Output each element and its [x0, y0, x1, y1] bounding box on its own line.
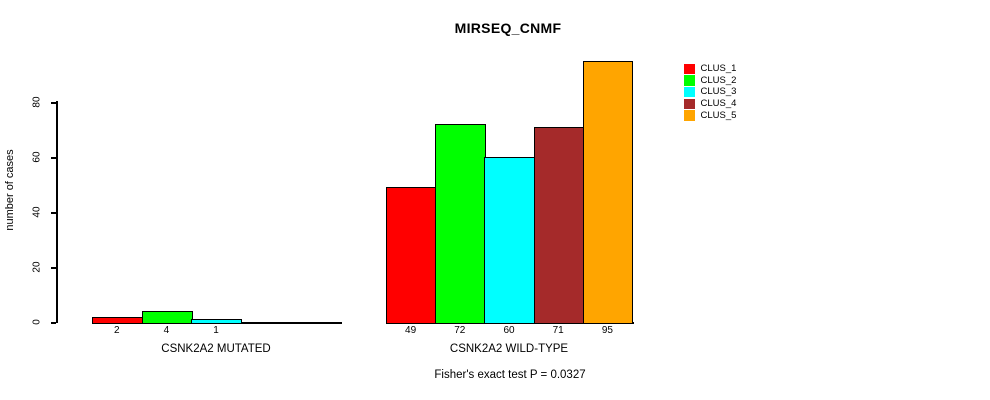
legend-row: CLUS_2 [684, 75, 736, 87]
fisher-test-annotation: Fisher's exact test P = 0.0327 [434, 369, 586, 381]
legend-label: CLUS_5 [700, 109, 737, 121]
bar-value-label: 49 [405, 325, 417, 336]
y-tick-label: 60 [31, 151, 43, 163]
y-tick [51, 267, 56, 269]
bar-value-label: 60 [503, 325, 515, 336]
legend-row: CLUS_4 [684, 98, 736, 110]
legend-row: CLUS_1 [684, 63, 736, 75]
y-tick [51, 102, 56, 104]
y-tick-label: 20 [31, 261, 43, 273]
y-tick-label: 80 [31, 96, 43, 108]
group-label-mutated: CSNK2A2 MUTATED [161, 343, 271, 355]
legend-swatch [684, 98, 695, 110]
bar-value-label: 4 [163, 325, 170, 336]
legend-label: CLUS_4 [700, 98, 737, 110]
legend: CLUS_1 CLUS_2 CLUS_3 CLUS_4 CLUS_5 [684, 63, 736, 121]
bar [141, 311, 193, 324]
bar [92, 316, 144, 324]
y-tick [51, 212, 56, 214]
legend-row: CLUS_3 [684, 86, 736, 98]
legend-swatch [684, 110, 695, 121]
group-label-wildtype: CSNK2A2 WILD-TYPE [449, 343, 569, 355]
legend-label: CLUS_3 [700, 86, 737, 98]
y-tick-label: 40 [31, 206, 43, 218]
legend-label: CLUS_2 [700, 74, 737, 86]
legend-label: CLUS_1 [700, 63, 737, 75]
bar [484, 157, 536, 324]
bar [435, 124, 486, 324]
legend-swatch [684, 86, 695, 98]
bar-value-label: 2 [114, 325, 120, 336]
bar [386, 187, 437, 324]
y-tick [51, 322, 56, 324]
bar [533, 126, 585, 324]
bar-value-label: 72 [454, 325, 466, 336]
bar-value-label: 1 [213, 325, 219, 336]
bar-value-label: 71 [552, 325, 564, 336]
bar [582, 60, 634, 324]
legend-swatch [684, 63, 695, 75]
y-axis-label: number of cases [4, 149, 16, 231]
bar [191, 319, 243, 324]
y-axis-line [56, 101, 58, 323]
legend-row: CLUS_5 [684, 110, 736, 122]
legend-swatch [684, 75, 695, 86]
y-tick-label: 0 [31, 319, 43, 325]
y-tick [51, 157, 56, 159]
chart-title: MIRSEQ_CNMF [454, 20, 562, 36]
bar-value-label: 95 [601, 325, 613, 336]
